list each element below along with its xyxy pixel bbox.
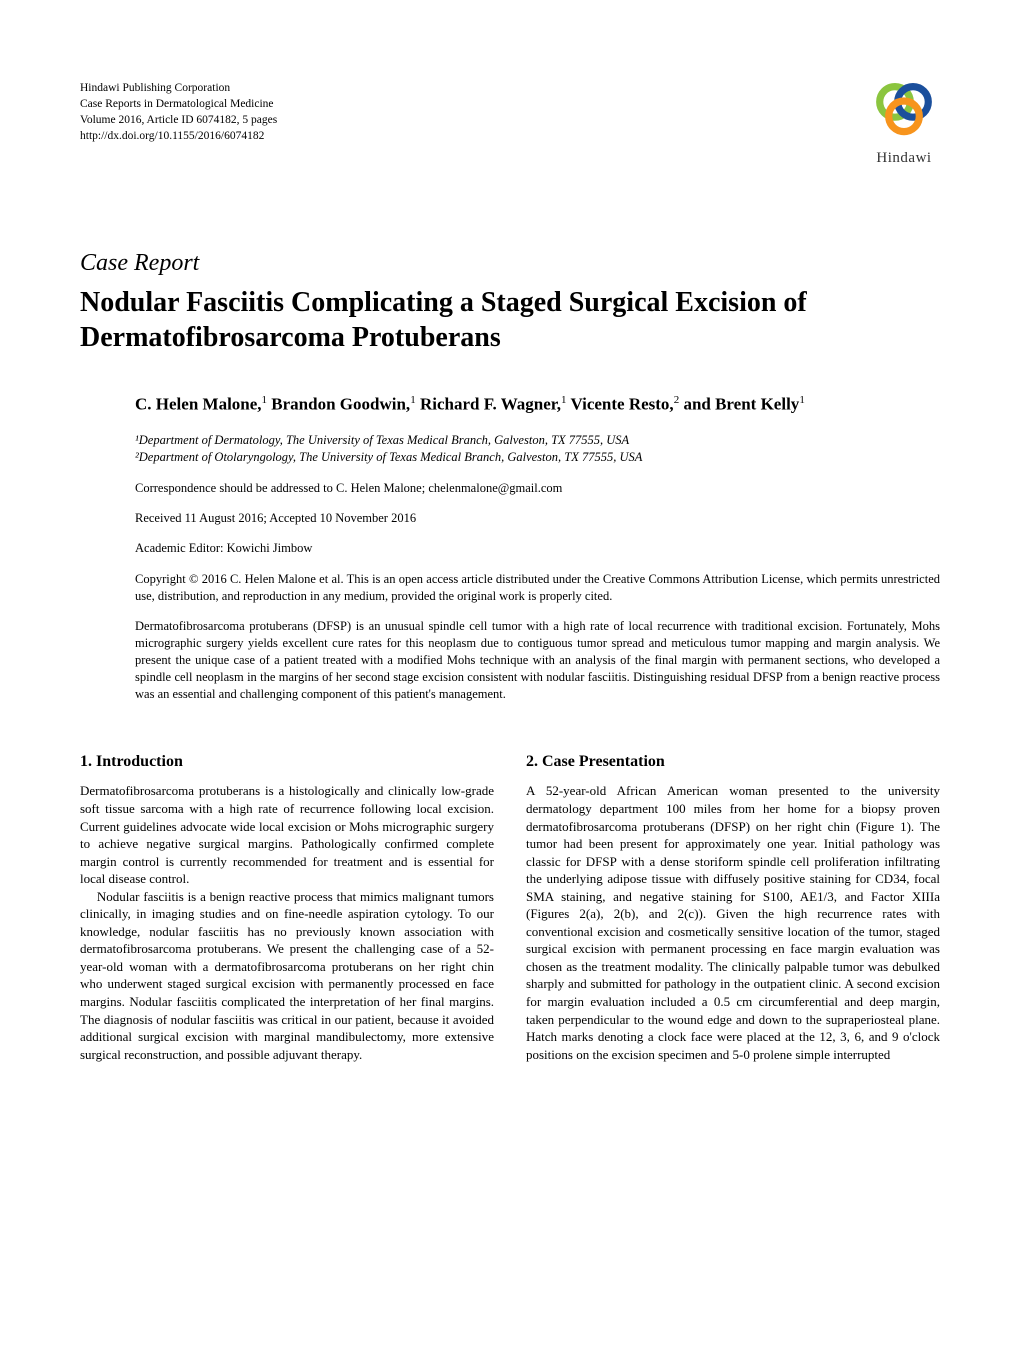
intro-para-2: Nodular fasciitis is a benign reactive p… (80, 888, 494, 1063)
affiliation-1: ¹Department of Dermatology, The Universi… (135, 432, 940, 449)
author-list: C. Helen Malone,1 Brandon Goodwin,1 Rich… (135, 393, 940, 416)
article-title: Nodular Fasciitis Complicating a Staged … (80, 285, 940, 355)
journal-name: Case Reports in Dermatological Medicine (80, 96, 277, 112)
right-column: 2. Case Presentation A 52-year-old Afric… (526, 751, 940, 1063)
volume-line: Volume 2016, Article ID 6074182, 5 pages (80, 112, 277, 128)
publisher-brand-text: Hindawi (868, 149, 940, 169)
abstract-block: Dermatofibrosarcoma protuberans (DFSP) i… (135, 618, 940, 702)
copyright-block: Copyright © 2016 C. Helen Malone et al. … (135, 571, 940, 605)
correspondence-line: Correspondence should be addressed to C.… (135, 480, 940, 496)
publisher-logo: Hindawi (868, 80, 940, 168)
editor-line: Academic Editor: Kowichi Jimbow (135, 540, 940, 556)
intro-para-1: Dermatofibrosarcoma protuberans is a his… (80, 782, 494, 887)
publisher-name: Hindawi Publishing Corporation (80, 80, 277, 96)
section-heading-intro: 1. Introduction (80, 751, 494, 773)
publisher-info: Hindawi Publishing Corporation Case Repo… (80, 80, 277, 144)
page-header: Hindawi Publishing Corporation Case Repo… (80, 80, 940, 168)
dates-line: Received 11 August 2016; Accepted 10 Nov… (135, 510, 940, 526)
section-heading-case: 2. Case Presentation (526, 751, 940, 773)
hindawi-rings-icon (868, 80, 940, 140)
left-column: 1. Introduction Dermatofibrosarcoma prot… (80, 751, 494, 1063)
affiliation-2: ²Department of Otolaryngology, The Unive… (135, 449, 940, 466)
article-type-label: Case Report (80, 248, 940, 279)
two-column-body: 1. Introduction Dermatofibrosarcoma prot… (80, 751, 940, 1063)
doi-line: http://dx.doi.org/10.1155/2016/6074182 (80, 128, 277, 144)
case-para-1: A 52-year-old African American woman pre… (526, 782, 940, 1063)
affiliations: ¹Department of Dermatology, The Universi… (135, 432, 940, 466)
